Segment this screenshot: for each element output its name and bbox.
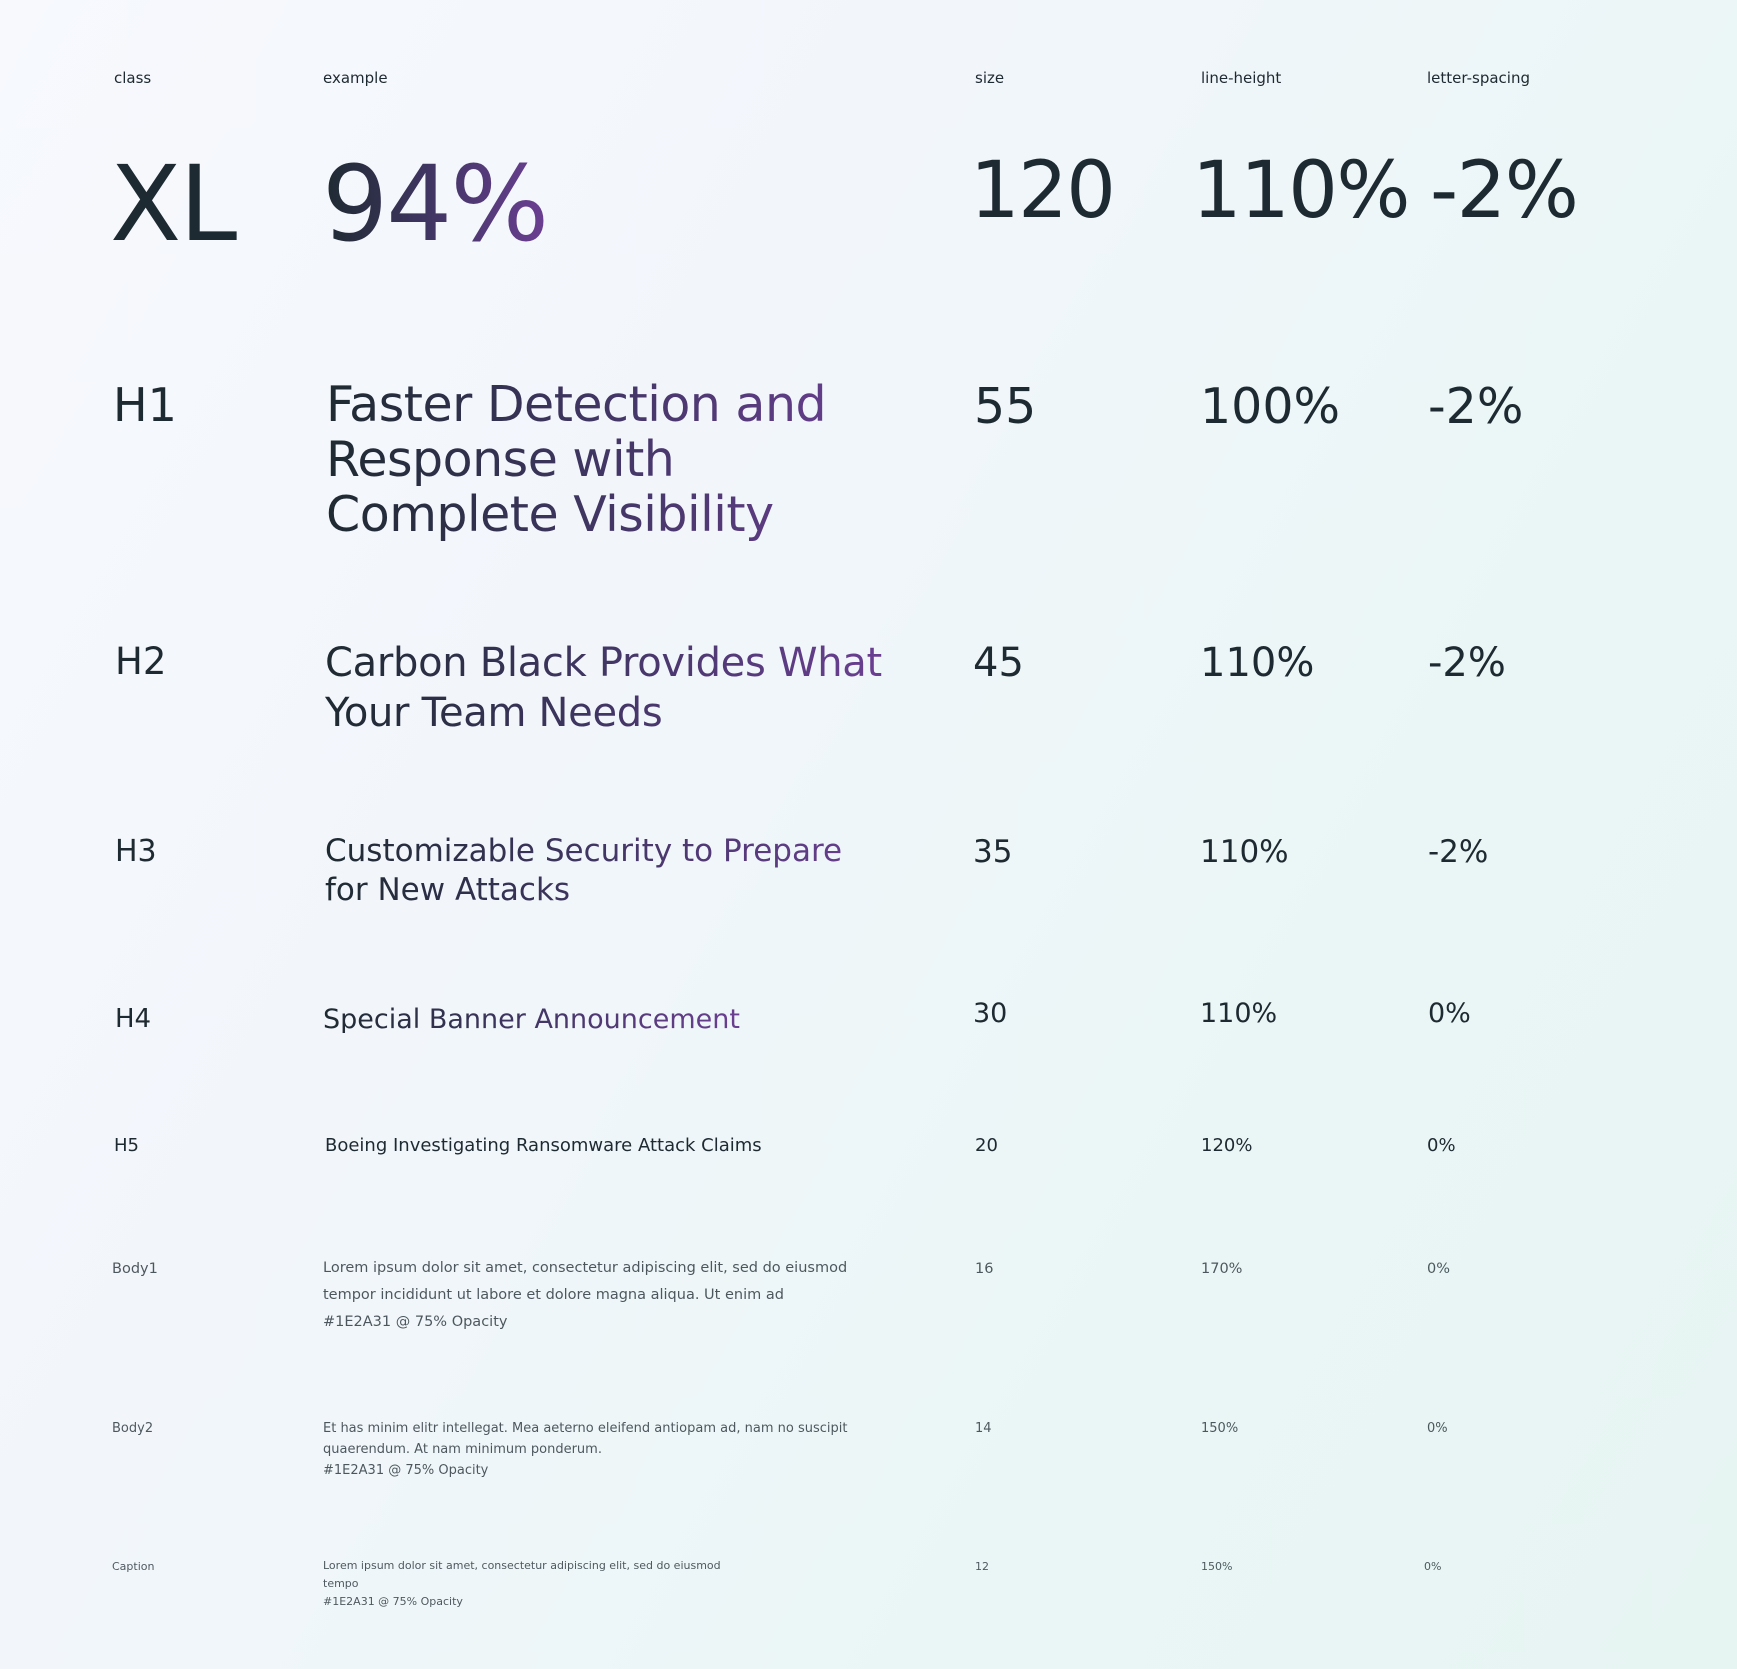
row-body1-example: Lorem ipsum dolor sit amet, consectetur …: [323, 1255, 883, 1336]
row-xl-line-height: 110%: [1192, 146, 1411, 236]
row-caption-class: Caption: [112, 1560, 155, 1573]
row-caption-example-text: Lorem ipsum dolor sit amet, consectetur …: [323, 1559, 721, 1590]
row-h5-letter-spacing: 0%: [1427, 1135, 1456, 1156]
row-h1-line-height: 100%: [1200, 378, 1341, 435]
row-h2-size: 45: [973, 640, 1024, 686]
row-h1-class: H1: [113, 378, 177, 432]
row-h2-class: H2: [115, 640, 167, 683]
row-xl-size: 120: [970, 146, 1116, 236]
row-body1-line-height: 170%: [1201, 1261, 1243, 1277]
row-body2-example: Et has minim elitr intellegat. Mea aeter…: [323, 1418, 883, 1481]
row-caption-letter-spacing: 0%: [1424, 1560, 1442, 1573]
row-body2-color-note: #1E2A31 @ 75% Opacity: [323, 1463, 489, 1478]
row-body2-class: Body2: [112, 1421, 154, 1436]
row-h3-class: H3: [115, 834, 157, 869]
row-h2-line-height: 110%: [1200, 640, 1315, 686]
row-h3-letter-spacing: -2%: [1428, 834, 1489, 870]
row-h3-example: Customizable Security to Prepare for New…: [325, 832, 885, 910]
row-h2-example: Carbon Black Provides What Your Team Nee…: [325, 638, 885, 738]
row-caption-example: Lorem ipsum dolor sit amet, consectetur …: [323, 1557, 743, 1611]
row-body1-class: Body1: [112, 1261, 158, 1277]
column-header-letter-spacing: letter-spacing: [1427, 69, 1530, 87]
row-h1-size: 55: [974, 378, 1037, 435]
row-caption-color-note: #1E2A31 @ 75% Opacity: [323, 1595, 463, 1608]
row-h5-line-height: 120%: [1201, 1135, 1253, 1156]
column-header-line-height: line-height: [1201, 69, 1282, 87]
row-body2-size: 14: [975, 1421, 992, 1436]
row-xl-letter-spacing: -2%: [1430, 146, 1579, 236]
row-body1-color-note: #1E2A31 @ 75% Opacity: [323, 1314, 508, 1330]
row-h4-size: 30: [973, 998, 1008, 1029]
column-header-size: size: [975, 69, 1005, 87]
row-h4-example: Special Banner Announcement: [323, 1004, 740, 1035]
row-caption-size: 12: [975, 1560, 989, 1573]
row-xl-class: XL: [110, 143, 237, 265]
row-h2-letter-spacing: -2%: [1428, 640, 1506, 686]
row-h4-line-height: 110%: [1200, 998, 1278, 1029]
column-header-class: class: [114, 69, 152, 87]
row-h3-line-height: 110%: [1200, 834, 1289, 870]
row-h4-letter-spacing: 0%: [1428, 998, 1471, 1029]
row-body2-letter-spacing: 0%: [1427, 1421, 1448, 1436]
row-body1-size: 16: [975, 1261, 994, 1277]
row-body1-letter-spacing: 0%: [1427, 1261, 1451, 1277]
row-h1-letter-spacing: -2%: [1428, 378, 1524, 435]
row-body2-example-text: Et has minim elitr intellegat. Mea aeter…: [323, 1421, 848, 1457]
row-body2-line-height: 150%: [1201, 1421, 1239, 1436]
row-h5-size: 20: [975, 1135, 998, 1156]
row-h1-example: Faster Detection and Response with Compl…: [326, 377, 886, 542]
row-body1-example-text: Lorem ipsum dolor sit amet, consectetur …: [323, 1260, 848, 1303]
row-caption-line-height: 150%: [1201, 1560, 1233, 1573]
row-h4-class: H4: [115, 1004, 152, 1034]
row-h5-example: Boeing Investigating Ransomware Attack C…: [325, 1135, 762, 1156]
row-xl-example: 94%: [322, 143, 549, 265]
row-h3-size: 35: [973, 834, 1013, 870]
row-h5-class: H5: [114, 1135, 139, 1156]
column-header-example: example: [323, 69, 388, 87]
